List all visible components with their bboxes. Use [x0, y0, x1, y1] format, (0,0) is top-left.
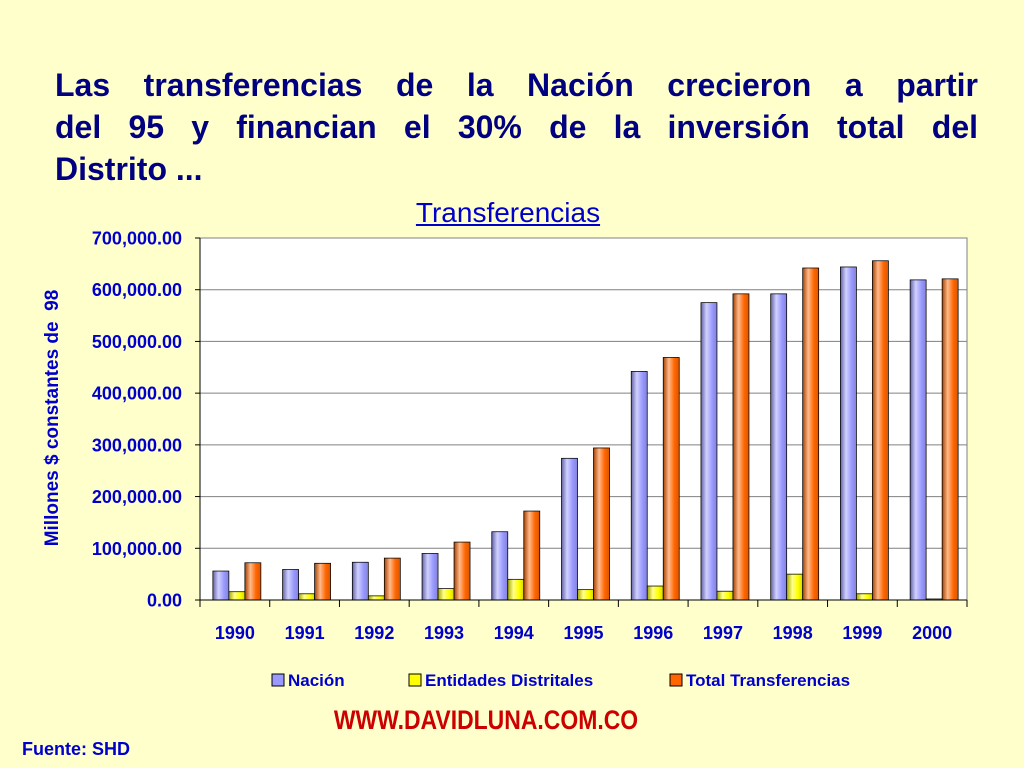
bar-total-transferencias-1993	[453, 541, 471, 601]
source-note: Fuente: SHD	[22, 739, 130, 759]
slide-title-line-1: Las transferencias de la Nación creciero…	[55, 67, 978, 103]
bar-entidades-distritales-1997	[716, 590, 734, 601]
bar-nacion-1991	[282, 569, 299, 601]
legend-swatch-total-transferencias	[669, 673, 683, 687]
y-tick-label: 100,000.00	[92, 539, 182, 559]
bar-nacion-1998	[770, 293, 788, 601]
x-tick-label-1996: 1996	[633, 623, 673, 643]
bar-nacion-1995	[561, 457, 578, 601]
bar-entidades-distritales-1998	[786, 573, 804, 601]
bar-entidades-distritales-1999	[856, 593, 873, 601]
bar-nacion-1999	[840, 266, 857, 601]
y-axis-title: Millones $ constantes de 98	[42, 290, 63, 547]
slide-title-line-3: Distrito ...	[55, 151, 203, 187]
y-tick-label: 200,000.00	[92, 487, 182, 507]
chart-title: Transferencias	[415, 197, 601, 228]
bar-entidades-distritales-1992	[367, 595, 385, 601]
chart-legend: Nación Entidades Distritales Total Transfe…	[271, 671, 850, 690]
bar-nacion-1994	[491, 531, 509, 601]
bar-nacion-2000	[909, 279, 927, 601]
legend-swatch-nacion	[271, 673, 285, 687]
bar-total-transferencias-2000	[941, 278, 959, 601]
bar-entidades-distritales-1994	[507, 578, 525, 601]
x-tick-label-2000: 2000	[912, 623, 952, 643]
bar-entidades-distritales-1991	[298, 593, 315, 601]
bar-entidades-distritales-1993	[437, 588, 455, 601]
legend-swatch-entidades-distritales	[408, 673, 422, 687]
bar-nacion-1992	[351, 561, 369, 601]
bar-entidades-distritales-1996	[646, 585, 664, 601]
x-tick-label-1990: 1990	[215, 623, 255, 643]
y-tick-label: 300,000.00	[92, 435, 182, 455]
bar-total-transferencias-1998	[802, 267, 820, 601]
y-tick-label: 500,000.00	[92, 332, 182, 352]
x-tick-label-1995: 1995	[563, 623, 603, 643]
bar-nacion-1993	[421, 553, 439, 601]
bar-nacion-1990	[212, 570, 230, 601]
x-tick-label-1998: 1998	[773, 623, 813, 643]
legend-label-total-transferencias: Total Transferencias	[686, 671, 850, 690]
legend-label-entidades-distritales: Entidades Distritales	[425, 671, 593, 690]
website-watermark: WWW.DAVIDLUNA.COM.CO	[333, 705, 639, 735]
slide-title-line-2: del 95 y financian el 30% de la inversió…	[55, 109, 978, 145]
bar-nacion-1997	[700, 302, 718, 601]
bar-total-transferencias-1996	[662, 357, 680, 601]
bar-total-transferencias-1991	[314, 562, 331, 601]
x-tick-label-1997: 1997	[703, 623, 743, 643]
bar-entidades-distritales-1995	[577, 589, 594, 601]
slide-title: Las transferencias de la Nación creciero…	[55, 64, 978, 190]
x-tick-label-1994: 1994	[494, 623, 534, 643]
x-tick-label-1991: 1991	[285, 623, 325, 643]
bar-total-transferencias-1999	[872, 260, 889, 601]
x-tick-label-1993: 1993	[424, 623, 464, 643]
bar-total-transferencias-1990	[244, 562, 262, 601]
x-tick-label-1999: 1999	[842, 623, 882, 643]
x-tick-label-1992: 1992	[354, 623, 394, 643]
bar-total-transferencias-1992	[383, 557, 401, 601]
legend-label-nacion: Nación	[288, 671, 345, 690]
y-tick-label: 400,000.00	[92, 384, 182, 404]
y-tick-label: 600,000.00	[92, 280, 182, 300]
bar-total-transferencias-1997	[732, 293, 750, 601]
y-tick-label: 700,000.00	[92, 229, 182, 249]
bar-total-transferencias-1995	[593, 447, 610, 601]
bar-nacion-1996	[630, 371, 648, 601]
plot-area	[199, 237, 968, 601]
bar-total-transferencias-1994	[523, 510, 541, 601]
bar-entidades-distritales-1990	[228, 591, 246, 601]
y-tick-label: 0.00	[147, 591, 182, 611]
